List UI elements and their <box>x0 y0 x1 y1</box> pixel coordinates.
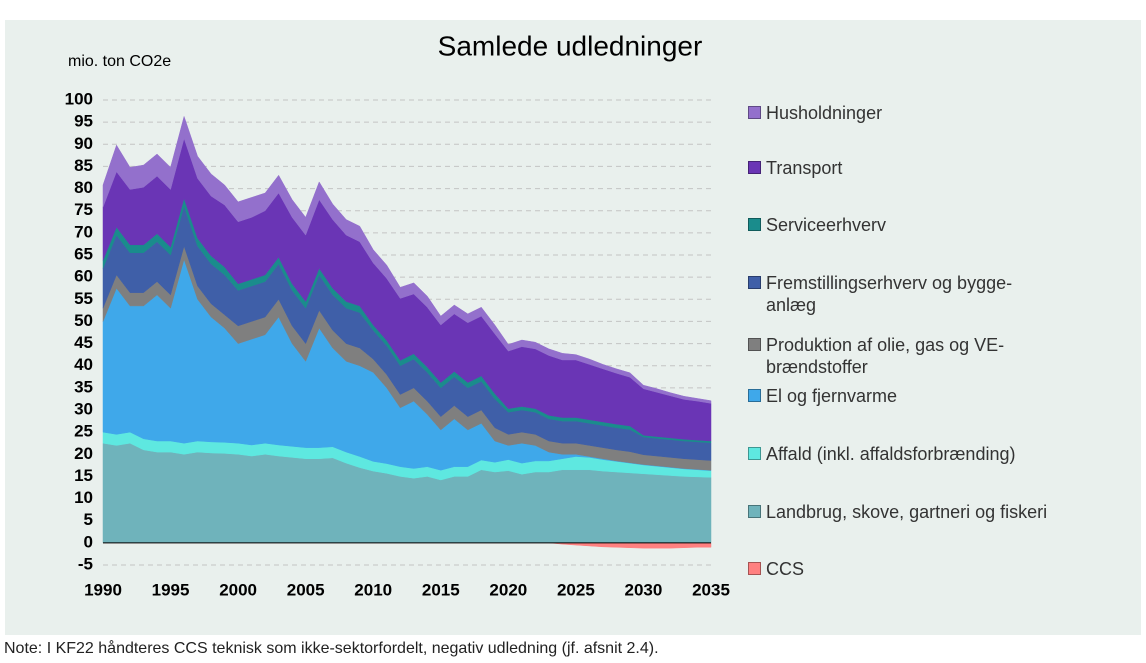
y-tick-label: 50 <box>74 311 93 330</box>
x-tick-label: 2000 <box>219 580 257 599</box>
x-tick-label: 1995 <box>152 580 190 599</box>
y-tick-label: 40 <box>74 355 93 374</box>
y-tick-label: 75 <box>74 200 93 219</box>
legend-item: Husholdninger <box>748 102 882 124</box>
legend-swatch <box>748 161 761 174</box>
y-tick-label: 25 <box>74 422 93 441</box>
legend-label: CCS <box>766 559 805 579</box>
legend-label: Transport <box>766 158 843 178</box>
legend-item: Landbrug, skove, gartneri og fiskeri <box>748 501 1047 523</box>
note: Note: I KF22 håndteres CCS teknisk som i… <box>4 640 659 657</box>
y-tick-label: 95 <box>74 112 93 131</box>
x-tick-label: 2030 <box>625 580 663 599</box>
y-tick-label: 55 <box>74 289 93 308</box>
y-tick-label: 65 <box>74 244 93 263</box>
legend-item: Serviceerhverv <box>748 214 886 236</box>
chart-title: Samlede udledninger <box>438 30 703 61</box>
legend-label: Husholdninger <box>766 103 883 123</box>
y-tick-label: 80 <box>74 178 93 197</box>
legend-item: Fremstillingserhverv og bygge-anlæg <box>748 272 1048 316</box>
legend-swatch <box>748 505 761 518</box>
y-axis-label: mio. ton CO2e <box>68 53 171 70</box>
legend-label: Landbrug, skove, gartneri og fiskeri <box>766 502 1048 522</box>
legend-label: Affald (inkl. affaldsforbrænding) <box>766 444 1016 464</box>
y-tick-label: 0 <box>84 532 93 551</box>
legend-item: Transport <box>748 157 842 179</box>
legend-swatch <box>748 218 761 231</box>
y-tick-label: 70 <box>74 222 93 241</box>
legend-swatch <box>748 106 761 119</box>
x-tick-label: 2010 <box>354 580 392 599</box>
y-tick-label: 35 <box>74 377 93 396</box>
legend-label: Serviceerhverv <box>766 215 887 235</box>
y-tick-label: 85 <box>74 156 93 175</box>
x-tick-label: 2015 <box>422 580 460 599</box>
y-tick-label: 20 <box>74 444 93 463</box>
y-tick-label: 100 <box>65 89 93 108</box>
legend-swatch <box>748 562 761 575</box>
legend-swatch <box>748 276 761 289</box>
y-tick-label: 30 <box>74 399 93 418</box>
x-tick-label: 1990 <box>84 580 122 599</box>
area <box>102 115 712 404</box>
legend-swatch <box>748 447 761 460</box>
legend-item: CCS <box>748 558 804 580</box>
legend-item: Affald (inkl. affaldsforbrænding) <box>748 443 1015 465</box>
legend-label: Produktion af olie, gas og VE-brændstoff… <box>766 335 1005 377</box>
y-tick-label: 60 <box>74 267 93 286</box>
y-tick-label: 5 <box>84 510 93 529</box>
legend-swatch <box>748 389 761 402</box>
x-tick-label: 2025 <box>557 580 595 599</box>
legend-item: El og fjernvarme <box>748 385 897 407</box>
y-tick-label: 45 <box>74 333 93 352</box>
legend-item: Produktion af olie, gas og VE-brændstoff… <box>748 334 1048 378</box>
legend-label: Fremstillingserhverv og bygge-anlæg <box>766 273 1013 315</box>
x-tick-label: 2035 <box>692 580 730 599</box>
y-tick-label: 15 <box>74 466 93 485</box>
x-tick-label: 2005 <box>287 580 325 599</box>
legend-label: El og fjernvarme <box>766 386 898 406</box>
y-tick-label: -5 <box>78 554 93 573</box>
y-tick-label: 90 <box>74 134 93 153</box>
x-tick-label: 2020 <box>489 580 527 599</box>
y-tick-label: 10 <box>74 488 93 507</box>
legend-swatch <box>748 338 761 351</box>
